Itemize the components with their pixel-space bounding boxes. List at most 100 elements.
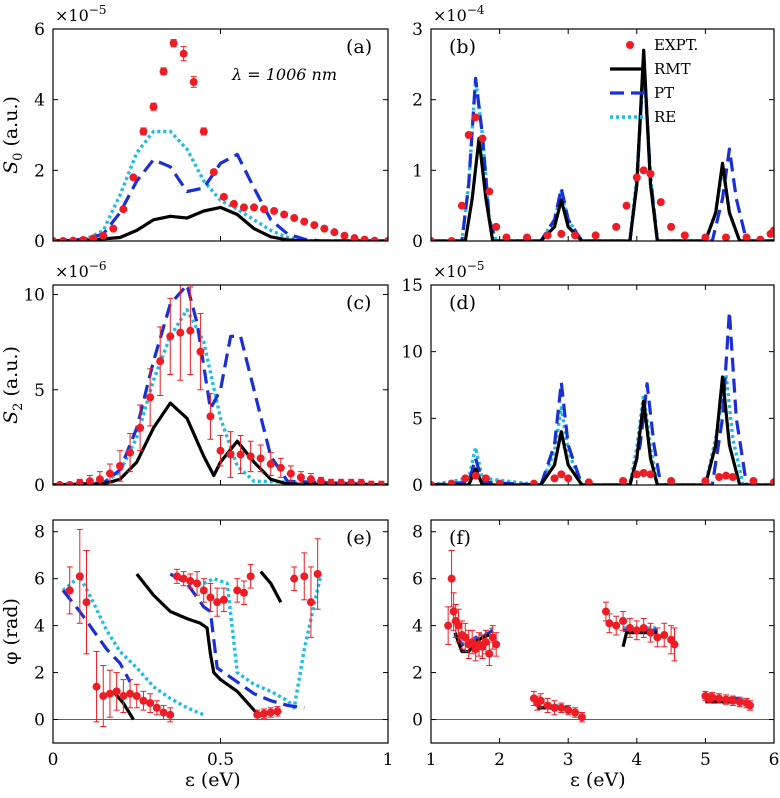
expt-point	[327, 479, 336, 485]
y-axis-label: S2 (a.u.)	[0, 346, 26, 424]
expt-point	[193, 579, 202, 588]
expt-point	[270, 206, 279, 215]
expt-point	[199, 586, 208, 595]
legend-entry-rmt: RMT	[610, 60, 691, 78]
y-tick-label: 8	[412, 523, 423, 543]
legend-label: PT	[654, 84, 674, 102]
expt-point	[317, 477, 325, 485]
expt-point	[79, 235, 88, 241]
expt-point	[464, 131, 473, 139]
expt-point	[619, 616, 628, 625]
expt-point	[186, 577, 195, 586]
y-tick-label: 2	[34, 161, 45, 181]
expt-point	[468, 638, 477, 647]
expt-point	[447, 479, 456, 485]
expt-point	[53, 237, 57, 241]
expt-point	[219, 192, 228, 201]
expt-point	[431, 481, 435, 485]
expt-point	[485, 187, 494, 196]
expt-point	[571, 708, 580, 717]
expt-point	[92, 682, 101, 691]
expt-point	[350, 234, 359, 241]
y-exponent: ×10−6	[55, 259, 106, 281]
expt-point	[206, 593, 215, 602]
expt-point	[260, 709, 269, 718]
panel-e: 0 0.5 1 0 2 4 6 8 φ (rad) (e)	[0, 519, 394, 770]
y-axis-label: φ (rad)	[0, 598, 22, 665]
expt-point	[340, 231, 349, 240]
plot-area	[53, 39, 388, 241]
series-re-line	[431, 59, 774, 241]
expt-point	[625, 623, 634, 632]
expt-point	[176, 328, 185, 337]
expt-point	[306, 598, 315, 607]
expt-point	[708, 693, 717, 702]
expt-point	[632, 626, 641, 635]
expt-point	[756, 235, 765, 241]
expt-point	[667, 222, 676, 231]
axes-frame	[430, 519, 775, 744]
expt-point	[492, 640, 501, 649]
y-exponent: ×10−5	[55, 3, 106, 25]
expt-point	[290, 214, 299, 223]
expt-point	[146, 699, 155, 708]
expt-point	[266, 708, 275, 717]
expt-point	[95, 475, 104, 484]
axes-frame	[430, 284, 775, 486]
y-tick-label: 4	[412, 617, 423, 637]
expt-point	[564, 474, 573, 483]
expt-point	[431, 237, 435, 241]
expt-point	[166, 332, 175, 341]
y-tick-label: 6	[34, 20, 45, 40]
series-re-line	[53, 129, 388, 241]
axes-frame	[52, 519, 389, 744]
series-pt-line	[431, 55, 774, 241]
expt-point	[149, 102, 158, 111]
expt-point	[632, 173, 641, 182]
expt-point	[646, 470, 655, 479]
expt-point	[384, 237, 388, 241]
expt-point	[159, 708, 168, 717]
series-rmt-line	[259, 570, 283, 603]
plot-area	[431, 310, 774, 485]
expt-point	[488, 633, 497, 642]
y-tick-label: 2	[34, 664, 45, 684]
y-tick-label: 6	[412, 570, 423, 590]
expt-point	[485, 649, 494, 658]
series-rmt-line	[135, 573, 262, 719]
y-tick-label: 0	[412, 711, 423, 731]
expt-point	[447, 237, 456, 241]
expt-point	[550, 703, 559, 712]
expt-point	[132, 692, 141, 701]
expt-point	[69, 236, 78, 241]
expt-point	[112, 687, 121, 696]
expt-point	[286, 469, 295, 478]
expt-point	[109, 224, 118, 233]
expt-point	[196, 347, 205, 356]
expt-point	[701, 477, 710, 485]
x-tick-label: 1	[383, 750, 394, 770]
legend: EXPT. RMT PT RE	[610, 36, 698, 126]
expt-point	[721, 233, 730, 241]
expt-point	[347, 479, 356, 485]
y-axis-label: S0 (a.u.)	[0, 96, 26, 174]
axes-frame	[430, 28, 775, 242]
expt-point	[639, 623, 648, 632]
expt-point	[246, 572, 255, 581]
expt-point	[478, 134, 487, 143]
expt-point	[65, 586, 74, 595]
expt-point	[481, 638, 490, 647]
expt-point	[226, 450, 235, 459]
expt-point	[300, 572, 309, 581]
expt-point	[236, 450, 245, 459]
expt-point	[105, 469, 114, 478]
expt-point	[290, 574, 299, 583]
panel-label-d: (d)	[449, 292, 476, 314]
legend-label: EXPT.	[654, 36, 698, 54]
expt-point	[701, 233, 710, 241]
axes-frame	[52, 284, 389, 486]
expt-point	[233, 586, 242, 595]
plot-area	[431, 48, 774, 241]
expt-point	[280, 210, 289, 219]
expt-point	[146, 393, 155, 402]
